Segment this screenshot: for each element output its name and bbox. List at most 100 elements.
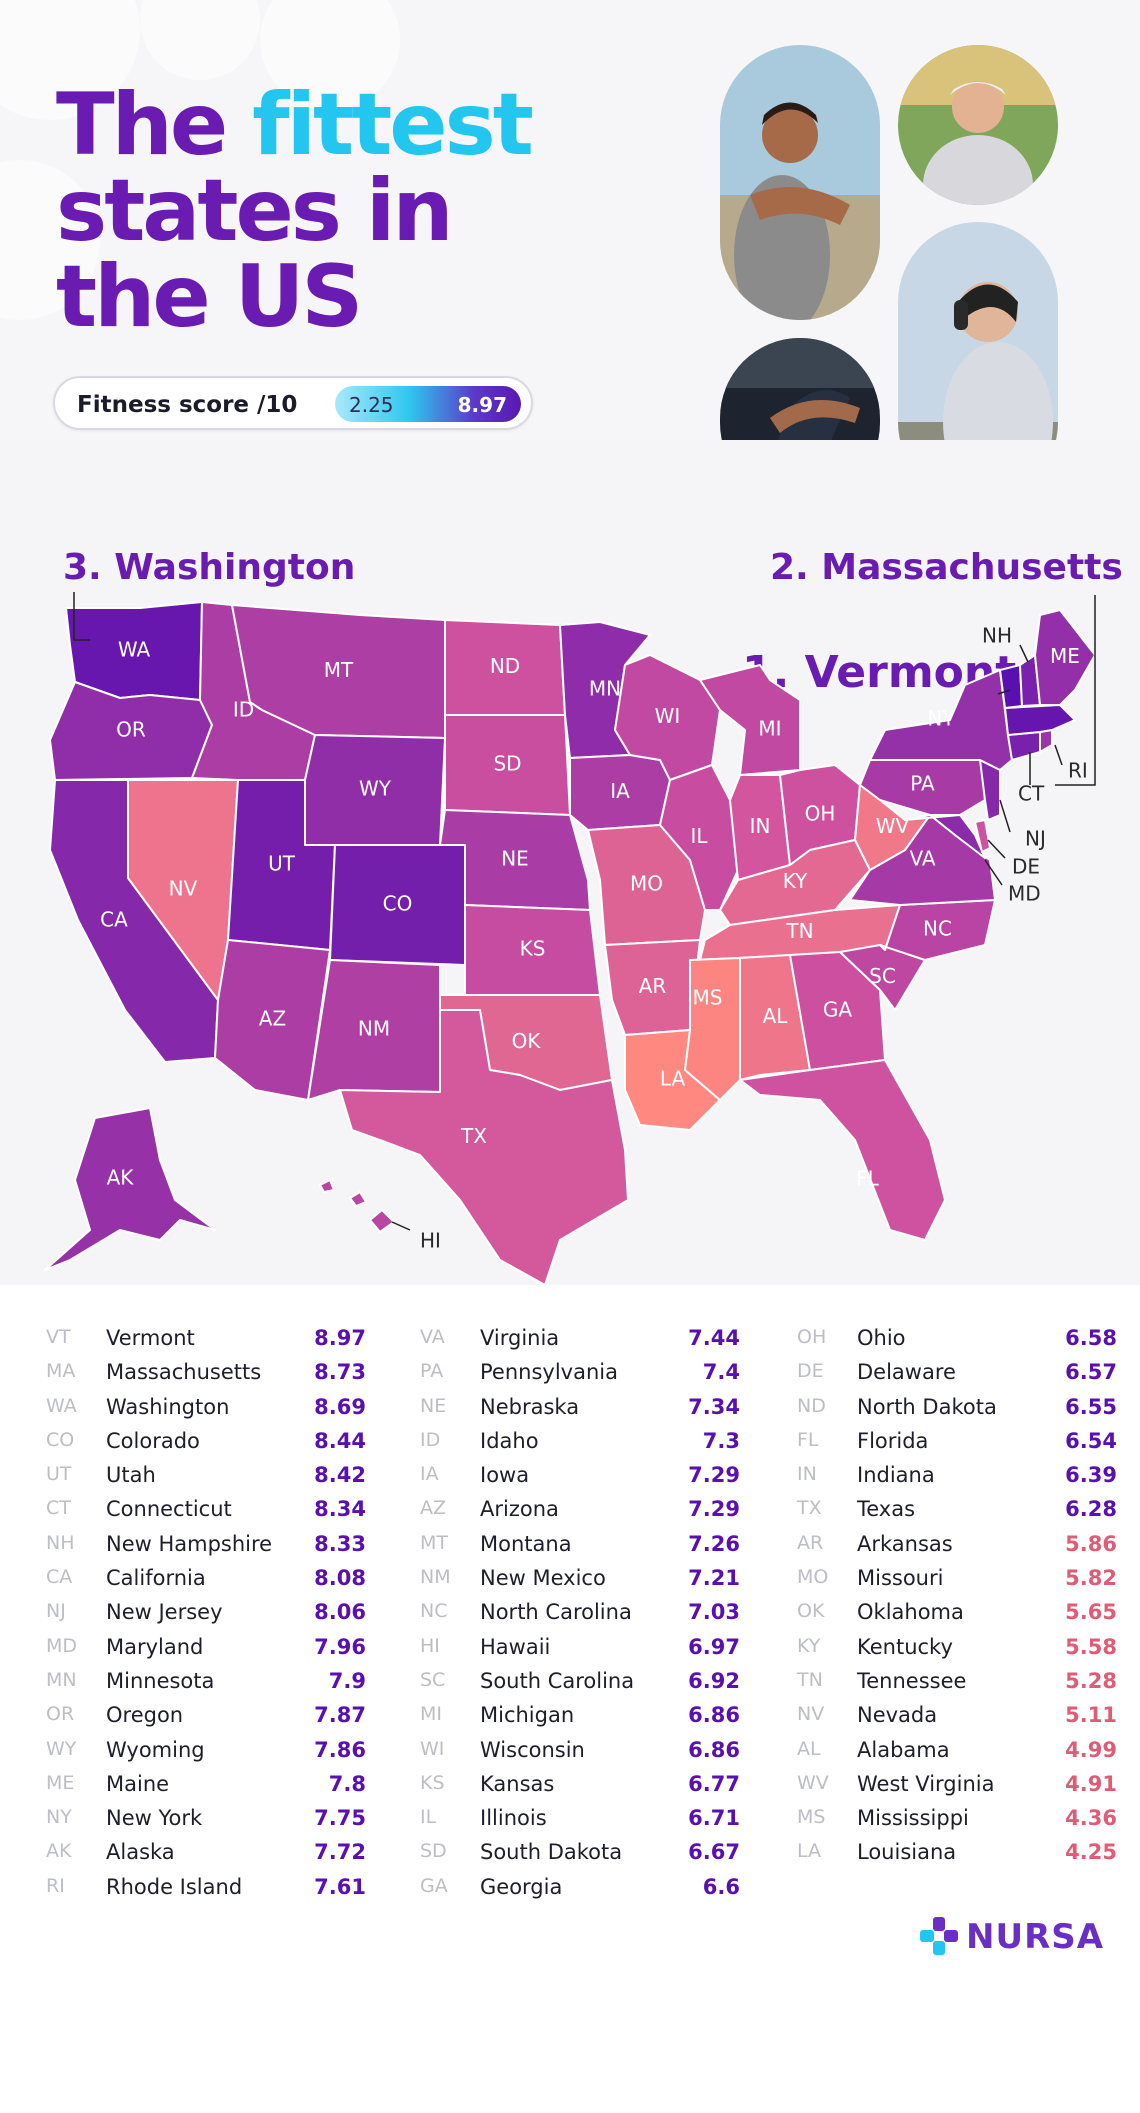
ranking-row: GA Georgia 6.6 [420, 1869, 760, 1903]
callout-third: 3. Washington [63, 547, 356, 588]
ranking-column-3: OH Ohio 6.58 DE Delaware 6.57 ND North Dakota 6.… [797, 1320, 1137, 1869]
ranking-state-name: South Carolina [480, 1668, 635, 1693]
ranking-score: 8.73 [314, 1360, 366, 1385]
map-label-MO: MO [630, 872, 663, 896]
map-label-WI: WI [655, 704, 681, 728]
ranking-abbr: NJ [46, 1600, 66, 1623]
ranking-abbr: GA [420, 1874, 448, 1897]
ranking-abbr: WA [46, 1394, 77, 1417]
ranking-row: CT Connecticut 8.34 [46, 1491, 386, 1525]
ranking-score: 5.86 [1065, 1531, 1117, 1556]
ranking-row: MO Missouri 5.82 [797, 1560, 1137, 1594]
ranking-state-name: Idaho [480, 1428, 539, 1453]
map-label-MI: MI [758, 717, 781, 741]
ranking-row: KS Kansas 6.77 [420, 1766, 760, 1800]
ranking-row: MN Minnesota 7.9 [46, 1663, 386, 1697]
meditation-photo [898, 222, 1058, 440]
ranking-abbr: OR [46, 1703, 75, 1726]
map-label-OH: OH [805, 802, 836, 826]
ranking-row: UT Utah 8.42 [46, 1457, 386, 1491]
map-label-OR: OR [116, 718, 146, 742]
ranking-abbr: AR [797, 1531, 824, 1554]
ranking-row: VT Vermont 8.97 [46, 1320, 386, 1354]
ranking-score: 6.39 [1065, 1463, 1117, 1488]
ranking-score: 8.69 [314, 1394, 366, 1419]
ranking-score: 7.87 [314, 1703, 366, 1728]
map-label-LA: LA [660, 1067, 686, 1091]
ranking-score: 6.6 [702, 1874, 740, 1899]
ranking-abbr: CA [46, 1566, 73, 1589]
ranking-score: 7.75 [314, 1806, 366, 1831]
ranking-score: 5.11 [1065, 1703, 1117, 1728]
ranking-row: AK Alaska 7.72 [46, 1834, 386, 1868]
ranking-score: 6.54 [1065, 1428, 1117, 1453]
ranking-score: 6.97 [688, 1634, 740, 1659]
map-section: 3. Washington 2. Massachusetts 1. Vermon… [0, 440, 1140, 1285]
ranking-score: 7.26 [688, 1531, 740, 1556]
ranking-state-name: Alaska [106, 1840, 175, 1865]
ranking-state-name: Pennsylvania [480, 1360, 618, 1385]
ranking-state-name: Kentucky [857, 1634, 953, 1659]
ranking-state-name: Washington [106, 1394, 230, 1419]
decorative-circle [260, 0, 400, 110]
ranking-column-2: VA Virginia 7.44 PA Pennsylvania 7.4 NE Nebrask… [420, 1320, 760, 1903]
map-label-NH: NH [982, 624, 1012, 648]
ranking-abbr: KY [797, 1634, 821, 1657]
ranking-abbr: WI [420, 1737, 445, 1760]
ranking-row: WV West Virginia 4.91 [797, 1766, 1137, 1800]
ranking-abbr: IL [420, 1806, 437, 1829]
ranking-state-name: Maine [106, 1771, 170, 1796]
ranking-score: 5.65 [1065, 1600, 1117, 1625]
ranking-abbr: MD [46, 1634, 78, 1657]
map-label-SC: SC [869, 964, 896, 988]
map-label-DE: DE [1012, 855, 1040, 879]
title-part1: The [56, 75, 253, 175]
title-accent: fittest [252, 75, 534, 175]
map-label-AL: AL [763, 1004, 789, 1028]
ranking-abbr: FL [797, 1428, 819, 1451]
ranking-state-name: Wisconsin [480, 1737, 585, 1762]
ranking-abbr: OK [797, 1600, 825, 1623]
ranking-row: NM New Mexico 7.21 [420, 1560, 760, 1594]
ranking-state-name: North Dakota [857, 1394, 997, 1419]
ranking-row: MS Mississippi 4.36 [797, 1800, 1137, 1834]
ranking-abbr: KS [420, 1771, 445, 1794]
ranking-state-name: Missouri [857, 1566, 944, 1591]
ranking-state-name: South Dakota [480, 1840, 623, 1865]
map-label-MN: MN [589, 677, 621, 701]
ranking-state-name: Indiana [857, 1463, 935, 1488]
ranking-score: 8.97 [314, 1326, 366, 1350]
ranking-score: 7.86 [314, 1737, 366, 1762]
ranking-row: IA Iowa 7.29 [420, 1457, 760, 1491]
map-label-FL: FL [856, 1167, 880, 1191]
ranking-score: 7.34 [688, 1394, 740, 1419]
ranking-state-name: Rhode Island [106, 1874, 243, 1899]
ranking-score: 6.28 [1065, 1497, 1117, 1522]
ranking-score: 5.58 [1065, 1634, 1117, 1659]
ranking-row: MA Massachusetts 8.73 [46, 1354, 386, 1388]
ranking-state-name: New Hampshire [106, 1531, 273, 1556]
ranking-abbr: VA [420, 1326, 445, 1348]
map-label-NY: NY [927, 707, 955, 731]
runner-woman-illustration [898, 45, 1058, 205]
ranking-state-name: Colorado [106, 1428, 200, 1453]
ranking-score: 7.29 [688, 1463, 740, 1488]
ranking-abbr: SC [420, 1668, 446, 1691]
ranking-row: WA Washington 8.69 [46, 1389, 386, 1423]
ranking-state-name: Minnesota [106, 1668, 215, 1693]
leader-line-DE [987, 839, 1006, 859]
ranking-row: AR Arkansas 5.86 [797, 1526, 1137, 1560]
ranking-state-name: Alabama [857, 1737, 950, 1762]
ranking-score: 7.29 [688, 1497, 740, 1522]
ranking-state-name: New Jersey [106, 1600, 223, 1625]
map-label-WV: WV [876, 814, 910, 838]
leader-line-washington [73, 592, 90, 641]
state-FL [739, 1059, 946, 1241]
ranking-abbr: CO [46, 1428, 75, 1451]
ranking-state-name: Arizona [480, 1497, 559, 1522]
ranking-row: WY Wyoming 7.86 [46, 1732, 386, 1766]
ranking-row: SC South Carolina 6.92 [420, 1663, 760, 1697]
ranking-row: CO Colorado 8.44 [46, 1423, 386, 1457]
runner-man-illustration [720, 45, 880, 320]
map-label-ME: ME [1050, 644, 1080, 668]
